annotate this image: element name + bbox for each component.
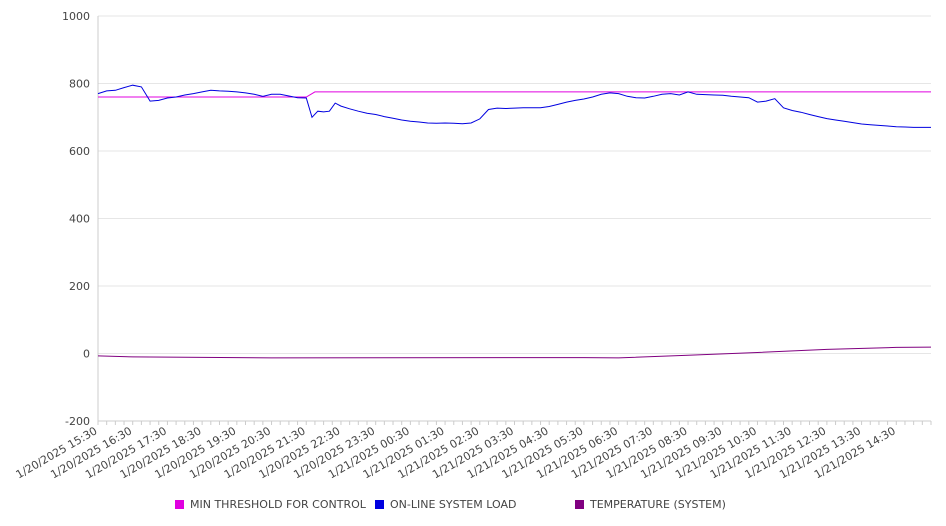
y-tick-label: 600 — [69, 145, 90, 158]
series-lines — [97, 84, 932, 359]
series-line-2 — [97, 346, 932, 359]
y-tick-label: 400 — [69, 213, 90, 226]
gridlines — [98, 15, 931, 422]
y-tick-labels: -200 0 200 400 600 800 1000 — [62, 10, 90, 428]
legend-swatch-temperature — [575, 500, 584, 509]
legend-item-temperature: TEMPERATURE (SYSTEM) — [575, 498, 726, 511]
y-tick-label: 1000 — [62, 10, 90, 23]
series-line-1 — [97, 84, 931, 128]
y-tick-label: 800 — [69, 78, 90, 91]
series-line-0 — [98, 91, 931, 98]
legend-swatch-min-threshold — [175, 500, 184, 509]
legend-item-min-threshold: MIN THRESHOLD FOR CONTROL — [175, 498, 366, 511]
legend-label-temperature: TEMPERATURE (SYSTEM) — [590, 498, 726, 511]
legend: MIN THRESHOLD FOR CONTROL ON-LINE SYSTEM… — [0, 498, 946, 514]
y-tick-label: -200 — [65, 415, 90, 428]
y-tick-label: 0 — [83, 348, 90, 361]
y-tick-label: 200 — [69, 280, 90, 293]
legend-label-system-load: ON-LINE SYSTEM LOAD — [390, 498, 517, 511]
axes — [97, 16, 932, 425]
legend-swatch-system-load — [375, 500, 384, 509]
x-tick-labels: 1/20/2025 15:301/20/2025 16:301/20/2025 … — [14, 424, 898, 481]
legend-item-system-load: ON-LINE SYSTEM LOAD — [375, 498, 516, 511]
legend-label-min-threshold: MIN THRESHOLD FOR CONTROL — [190, 498, 366, 511]
